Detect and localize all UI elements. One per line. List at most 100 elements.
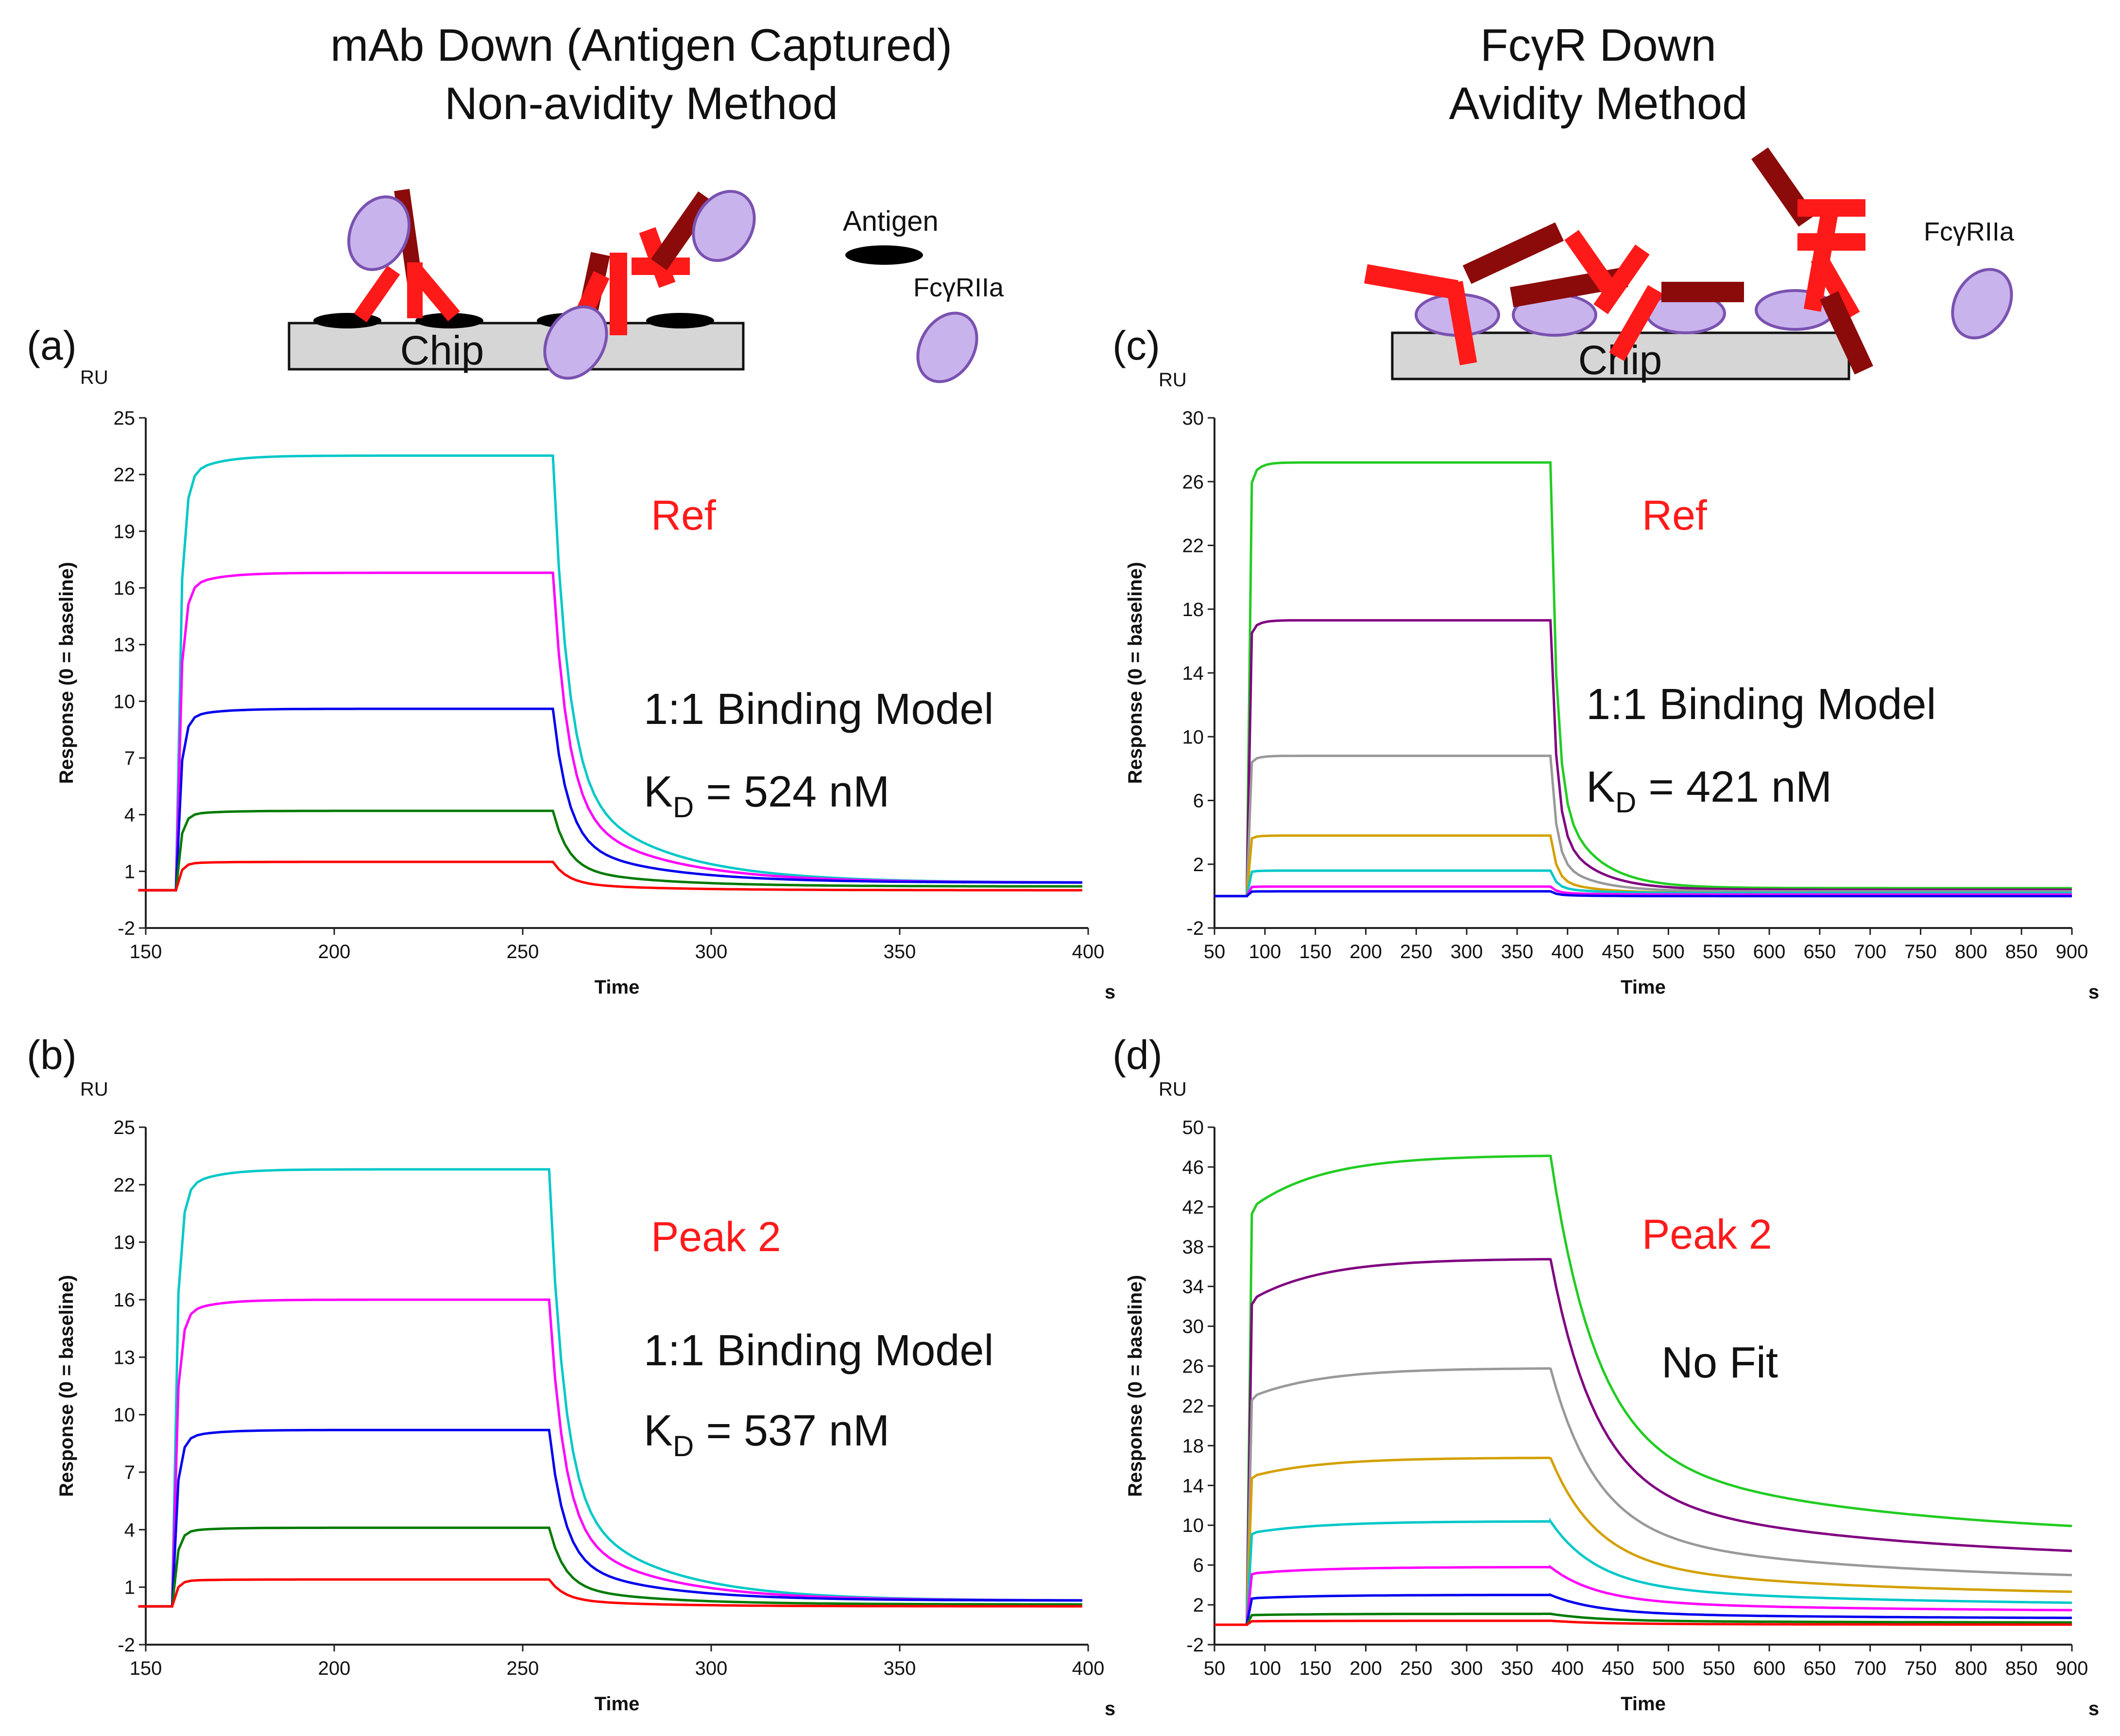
antibody-icon — [1510, 230, 1744, 361]
x-tick-label: 800 — [1955, 941, 1987, 963]
kd-subscript: D — [673, 1430, 694, 1462]
x-axis-unit: s — [1105, 981, 1115, 1003]
chart-2: (b)RU -2 1 4 7 10 13 16 19 22 25 150 200 250 300 350 400… — [27, 1032, 1115, 1719]
x-tick-label: 250 — [507, 941, 539, 963]
y-tick-label: 13 — [114, 635, 136, 656]
y-tick-label: 7 — [124, 1462, 135, 1483]
x-tick-label: 200 — [318, 1658, 351, 1679]
y-tick-label: 10 — [1182, 1515, 1204, 1536]
series-line-1 — [1214, 1154, 2072, 1626]
model-annotation: 1:1 Binding Model — [1586, 680, 1936, 729]
y-axis-title: Response (0 = baseline) — [56, 562, 77, 784]
series-line-3 — [1214, 1367, 2072, 1626]
series-line-5 — [138, 1578, 1082, 1608]
y-tick-label: 22 — [1182, 1395, 1204, 1417]
y-tick-label: 18 — [1182, 1435, 1204, 1457]
model-annotation: No Fit — [1661, 1339, 1778, 1387]
y-tick-label: 6 — [1193, 1555, 1204, 1576]
antigen-marker — [646, 313, 714, 328]
x-tick-label: 900 — [2056, 941, 2088, 963]
chart-title: Peak 2 — [651, 1214, 781, 1260]
y-axis-title: Response (0 = baseline) — [56, 1275, 77, 1497]
x-tick-label: 800 — [1955, 1658, 1987, 1679]
receptor-icon — [543, 305, 608, 380]
x-tick-label: 450 — [1602, 1658, 1634, 1679]
y-axis-title: Response (0 = baseline) — [1125, 1275, 1146, 1497]
x-tick-label: 600 — [1753, 1658, 1786, 1679]
x-axis-unit: s — [2088, 1698, 2099, 1719]
kd-number: = 524 nM — [694, 768, 889, 816]
x-tick-label: 350 — [884, 1658, 916, 1679]
panel-label: (a) — [27, 323, 77, 368]
legend-receptor-label: FcγRIIa — [913, 273, 1004, 302]
x-tick-label: 650 — [1804, 941, 1836, 963]
y-tick-label: 38 — [1182, 1237, 1204, 1258]
series-line-3 — [138, 707, 1082, 892]
antibody-icon — [1364, 222, 1564, 365]
chart-title: Ref — [651, 492, 717, 539]
schematic-left: Chip Antigen FcγRIIa — [288, 189, 1004, 383]
series-line-5 — [1214, 869, 2072, 897]
series-line-6 — [1214, 885, 2072, 897]
x-tick-label: 300 — [695, 941, 728, 963]
y-tick-label: 26 — [1182, 471, 1204, 493]
y-unit-label: RU — [1159, 1079, 1187, 1100]
x-axis-title: Time — [595, 1693, 640, 1715]
antibody-icon — [1751, 147, 1873, 375]
y-tick-label: 10 — [1182, 726, 1204, 748]
antibody-icon — [543, 189, 756, 380]
x-tick-label: 600 — [1753, 941, 1786, 963]
series-line-2 — [1214, 1258, 2072, 1626]
x-tick-label: 500 — [1652, 1658, 1685, 1679]
y-tick-label: 18 — [1182, 599, 1204, 620]
y-tick-label: 22 — [114, 464, 136, 486]
y-tick-label: -2 — [118, 918, 135, 939]
kd-symbol: K — [644, 768, 673, 816]
kd-value: KD = 537 nM — [644, 1407, 889, 1462]
series-line-4 — [138, 1526, 1082, 1608]
x-tick-label: 400 — [1551, 941, 1584, 963]
x-tick-label: 250 — [1400, 1658, 1433, 1679]
x-tick-label: 150 — [1299, 941, 1332, 963]
chart-title: Peak 2 — [1642, 1211, 1772, 1258]
series-line-7 — [1214, 1593, 2072, 1626]
y-tick-label: 16 — [114, 578, 136, 599]
x-tick-label: 650 — [1804, 1658, 1836, 1679]
y-axis-title: Response (0 = baseline) — [1125, 562, 1146, 784]
kd-number: = 537 nM — [694, 1407, 889, 1455]
y-tick-label: 50 — [1182, 1117, 1204, 1138]
y-tick-label: 25 — [114, 408, 136, 429]
model-annotation: 1:1 Binding Model — [644, 685, 993, 734]
y-unit-label: RU — [80, 1079, 108, 1100]
chart-title: Ref — [1642, 492, 1708, 539]
schematic-right: Chip FcγRIIa — [1364, 147, 2015, 383]
header-left-line2: Non-avidity Method — [445, 78, 838, 129]
x-tick-label: 550 — [1703, 941, 1735, 963]
model-annotation: 1:1 Binding Model — [644, 1326, 993, 1375]
legend-receptor-icon — [1951, 268, 2013, 340]
y-unit-label: RU — [80, 367, 108, 388]
y-tick-label: 1 — [124, 1577, 135, 1598]
x-tick-label: 700 — [1854, 1658, 1886, 1679]
receptor-icon — [347, 195, 411, 271]
series-line-2 — [1214, 619, 2072, 897]
y-tick-label: 30 — [1182, 408, 1204, 429]
x-tick-label: 100 — [1248, 1658, 1281, 1679]
y-tick-label: -2 — [1186, 1634, 1204, 1656]
y-tick-label: -2 — [118, 1634, 135, 1656]
x-tick-label: 850 — [2005, 1658, 2038, 1679]
legend-receptor-icon — [916, 311, 978, 383]
x-tick-label: 500 — [1652, 941, 1685, 963]
panel-label: (b) — [27, 1032, 77, 1078]
x-tick-label: 300 — [695, 1658, 728, 1679]
y-tick-label: 13 — [114, 1347, 136, 1368]
series-line-5 — [1214, 1517, 2072, 1626]
header-right-line1: FcγR Down — [1480, 19, 1716, 70]
panel-label: (d) — [1112, 1032, 1163, 1078]
kd-number: = 421 nM — [1636, 763, 1832, 811]
y-tick-label: 2 — [1193, 854, 1204, 876]
y-tick-label: 14 — [1182, 1475, 1204, 1496]
y-tick-label: 10 — [114, 1405, 136, 1426]
